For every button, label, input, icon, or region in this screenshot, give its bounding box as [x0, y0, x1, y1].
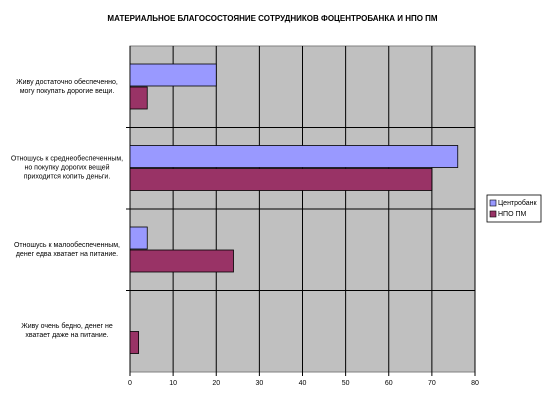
- legend-swatch: [489, 199, 497, 207]
- x-tick-label: 70: [428, 380, 436, 387]
- x-tick-label: 30: [255, 380, 263, 387]
- bar: [129, 249, 234, 273]
- bar: [129, 168, 433, 191]
- legend-label: НПО ПМ: [498, 211, 527, 218]
- y-tick-label: Живу достаточно обеспеченно, могу покупа…: [16, 78, 118, 95]
- bar: [129, 331, 140, 354]
- y-tick-label: Отношусь к малообеспеченным, денег едва …: [13, 241, 121, 258]
- bar: [129, 63, 217, 87]
- x-tick-label: 50: [342, 380, 350, 387]
- bar: [129, 145, 459, 168]
- bar: [129, 86, 148, 110]
- bar: [129, 226, 148, 250]
- legend-swatch: [489, 210, 497, 218]
- y-tick-label: Живу очень бедно, денег не хватает даже …: [21, 323, 113, 340]
- x-tick-label: 10: [169, 380, 177, 387]
- x-tick-label: 40: [299, 380, 307, 387]
- x-tick-label: 80: [471, 380, 479, 387]
- legend-box: [486, 194, 542, 223]
- chart-title: МАТЕРИАЛЬНОЕ БЛАГОСОСТОЯНИЕ СОТРУДНИКОВ …: [107, 14, 438, 23]
- y-tick-label: Отношусь к среднеобеспеченным, но покупк…: [10, 155, 124, 181]
- x-tick-label: 20: [212, 380, 220, 387]
- x-tick-label: 60: [385, 380, 393, 387]
- x-tick-label: 0: [128, 380, 132, 387]
- legend-label: Центробанк: [498, 199, 538, 207]
